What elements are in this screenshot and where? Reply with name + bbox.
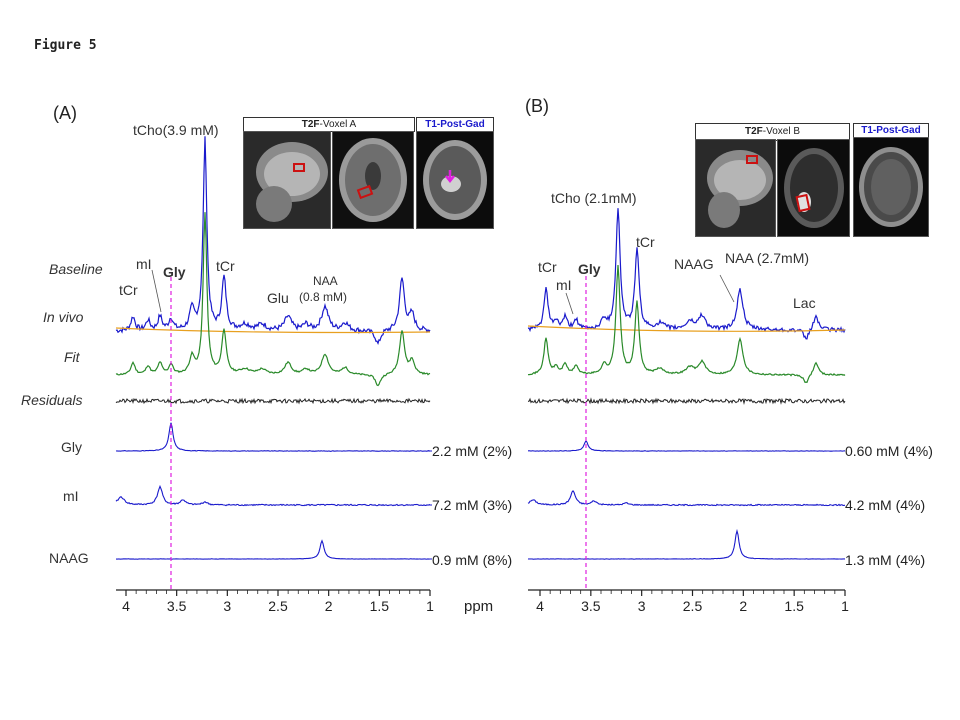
- panel-b-in-vivo-spectrum: [527, 208, 846, 340]
- panel-a-naag-component: [116, 539, 431, 560]
- panel-b-fit-spectrum: [527, 265, 846, 383]
- panel-a-t1-image: [416, 131, 494, 229]
- panel-a-tick-label: 4: [122, 598, 130, 614]
- panel-b-sagittal-image: [695, 139, 776, 237]
- panel-b-axial-image: [777, 139, 850, 237]
- panel-b-t1-image: [853, 137, 929, 237]
- panel-b-mi-conc: 4.2 mM (4%): [845, 497, 926, 513]
- panel-b-tick-label: 1: [841, 598, 849, 614]
- panel-b-lac-label: Lac: [793, 295, 816, 311]
- row-label-naag: NAAG: [49, 550, 89, 566]
- panel-a-naag-conc: 0.9 mM (8%): [432, 552, 513, 568]
- panel-b-letter: (B): [525, 96, 549, 116]
- panel-b-gly-component: [528, 439, 846, 452]
- figure-title: Figure 5: [34, 38, 97, 53]
- panel-a-sagittal-image: [243, 131, 331, 229]
- panel-b-mi-component: [527, 490, 846, 507]
- panel-a-mi-pointer: [151, 269, 162, 313]
- panel-a-gly-conc: 2.2 mM (2%): [432, 443, 513, 459]
- panel-a-tcr-right-label: tCr: [216, 258, 235, 274]
- panel-a-ppm-unit: ppm: [464, 598, 494, 615]
- panel-a-naa-label: NAA: [313, 274, 338, 288]
- panel-b-mi-pointer: [565, 292, 574, 315]
- panel-a-t1-header: T1-Post-Gad: [416, 117, 494, 132]
- panel-a-gly-component: [115, 422, 431, 452]
- row-label-mi: mI: [63, 488, 79, 504]
- panel-a-residuals: [115, 397, 431, 405]
- row-label-fit: Fit: [64, 349, 80, 365]
- panel-b-naag-pointer: [719, 274, 735, 303]
- panel-a-axial-image: [332, 131, 414, 229]
- panel-b-tick-label: 1.5: [784, 598, 804, 614]
- panel-a-tick-label: 2: [324, 598, 333, 614]
- panel-a-gly-label: Gly: [163, 264, 186, 280]
- panel-b-naag-label: NAAG: [674, 256, 714, 272]
- panel-b-tcr-left-label: tCr: [538, 259, 557, 275]
- panel-a-letter: (A): [53, 103, 77, 123]
- row-label-gly: Gly: [61, 439, 82, 455]
- row-label-baseline: Baseline: [49, 261, 103, 277]
- panel-a-tick-label: 3.5: [166, 598, 187, 614]
- row-label-in-vivo: In vivo: [43, 309, 84, 325]
- panel-a-naa-conc-label: (0.8 mM): [299, 290, 347, 304]
- panel-a-tcho-label: tCho(3.9 mM): [133, 122, 219, 138]
- panel-a-tick-label: 2.5: [268, 598, 288, 614]
- panel-a-t2f-header: T2F-Voxel A: [243, 117, 415, 132]
- panel-b-baseline: [527, 325, 846, 332]
- panel-a-mi-conc: 7.2 mM (3%): [432, 497, 513, 513]
- panel-a-tick-label: 3: [223, 598, 232, 614]
- panel-a-glu-label: Glu: [267, 290, 289, 306]
- panel-b-gly-label: Gly: [578, 261, 601, 277]
- panel-b-t2f-header: T2F-Voxel B: [695, 123, 850, 141]
- panel-a-mi-component: [115, 484, 431, 507]
- panel-b-residuals: [527, 397, 846, 405]
- panel-b-tick-label: 2.5: [682, 598, 703, 614]
- panel-a-baseline: [115, 327, 431, 334]
- panel-b-tick-label: 4: [536, 598, 544, 614]
- panel-b-tick-label: 3: [637, 598, 646, 614]
- row-label-residuals: Residuals: [21, 392, 83, 408]
- panel-a-mi-label: mI: [136, 256, 152, 272]
- panel-a-fit-spectrum: [115, 212, 431, 387]
- panel-b-naag-component: [527, 528, 845, 560]
- panel-b-tick-label: 2: [739, 598, 748, 614]
- panel-b-tcho-label: tCho (2.1mM): [551, 190, 637, 206]
- panel-b-tcr-top-label: tCr: [636, 234, 655, 250]
- panel-a-tick-label: 1.5: [369, 598, 390, 614]
- panel-b-gly-conc: 0.60 mM (4%): [845, 443, 933, 459]
- panel-b-naa-label: NAA (2.7mM): [725, 250, 810, 266]
- panel-a-tick-label: 1: [426, 598, 434, 614]
- panel-b-mi-label: mI: [556, 277, 572, 293]
- panel-b-naag-conc: 1.3 mM (4%): [845, 552, 926, 568]
- panel-a-in-vivo-spectrum: [115, 136, 431, 345]
- panel-a-tcr-left-label: tCr: [119, 282, 138, 298]
- panel-b-tick-label: 3.5: [581, 598, 601, 614]
